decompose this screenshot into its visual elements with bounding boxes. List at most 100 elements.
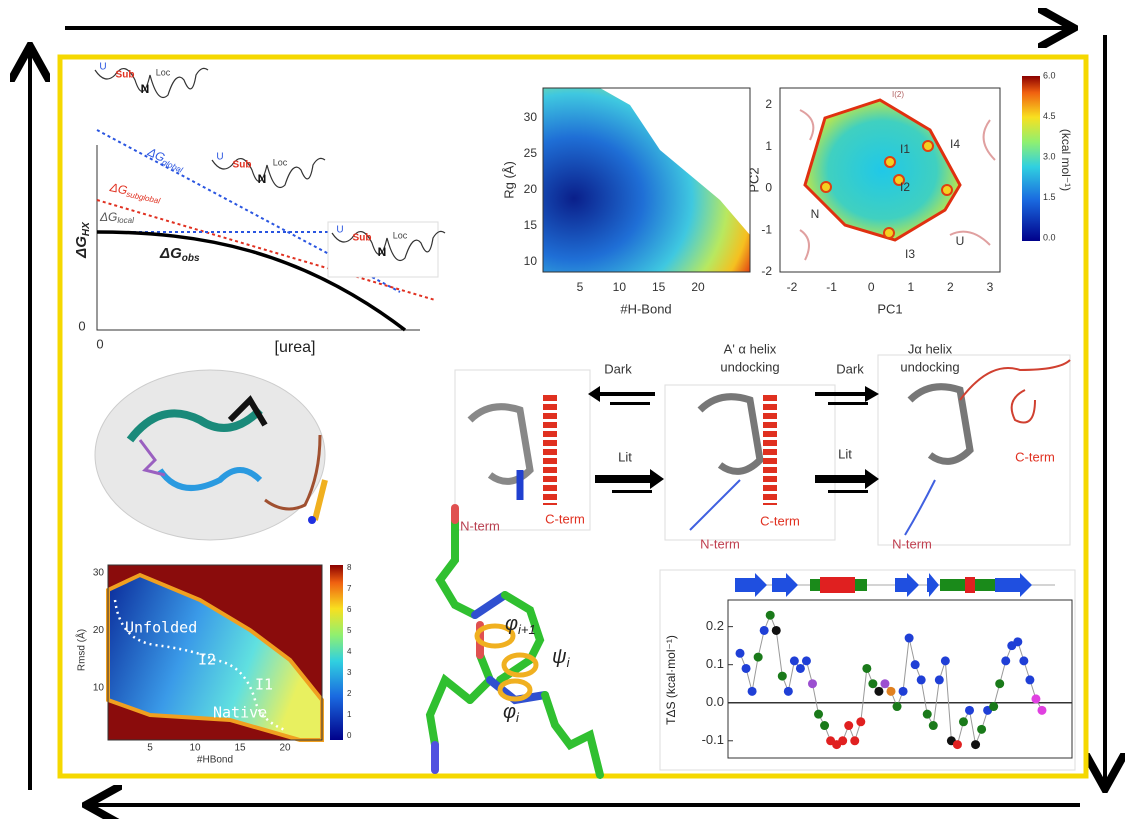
n-term: N-term bbox=[460, 518, 500, 533]
colorbar bbox=[1022, 76, 1040, 241]
point bbox=[868, 679, 877, 688]
x-zero: 0 bbox=[96, 336, 103, 351]
point bbox=[736, 649, 745, 658]
x-tick-label: 20 bbox=[279, 743, 291, 754]
landscape-state: Loc bbox=[273, 157, 288, 167]
state-label: U bbox=[956, 234, 965, 248]
y-tick-label: 20 bbox=[524, 182, 538, 196]
x-label: #HBond bbox=[197, 755, 233, 766]
step-title: A' α helix bbox=[724, 341, 777, 356]
x-label: #H-Bond bbox=[620, 301, 671, 316]
landscape-state: Sub bbox=[353, 233, 372, 244]
landscape-state: N bbox=[378, 245, 387, 259]
y-zero: 0 bbox=[78, 318, 85, 333]
arrow-label: Dark bbox=[604, 361, 632, 376]
point bbox=[953, 740, 962, 749]
state-label: I3 bbox=[905, 247, 915, 261]
point bbox=[850, 736, 859, 745]
point bbox=[941, 656, 950, 665]
curve-sub: local bbox=[117, 216, 134, 225]
y-label: PC2 bbox=[746, 167, 761, 192]
x-tick-label: 0 bbox=[868, 280, 875, 294]
y-tick-label: 30 bbox=[93, 568, 105, 579]
y-label: Rmsd (Å) bbox=[75, 629, 88, 671]
state-label: I(2) bbox=[892, 90, 904, 99]
n-term: N-term bbox=[700, 536, 740, 551]
protein-cartoon bbox=[95, 370, 325, 540]
x-tick-label: 1 bbox=[907, 280, 914, 294]
point bbox=[1037, 706, 1046, 715]
angle-main: φ bbox=[505, 613, 518, 635]
x-tick-label: 3 bbox=[987, 280, 994, 294]
arrow-label: Lit bbox=[618, 449, 632, 464]
landscape-state: U bbox=[336, 225, 343, 236]
x-tick-label: 10 bbox=[613, 280, 627, 294]
point bbox=[929, 721, 938, 730]
x-tick-label: 5 bbox=[147, 743, 153, 754]
y-tick-label: -1 bbox=[761, 222, 772, 236]
colorbar-tick: 5 bbox=[347, 626, 352, 635]
state-label: I4 bbox=[950, 137, 960, 151]
state-label: N bbox=[811, 207, 820, 221]
y-tick-label: 20 bbox=[93, 625, 105, 636]
point bbox=[995, 679, 1004, 688]
region-label: Native bbox=[213, 704, 267, 722]
angle-main: φ bbox=[503, 701, 516, 723]
colorbar bbox=[330, 565, 343, 740]
y-tick-label: 25 bbox=[524, 146, 538, 160]
y-tick-label: 0.1 bbox=[706, 656, 724, 671]
step-title: Jα helix bbox=[908, 341, 953, 356]
point bbox=[802, 656, 811, 665]
colorbar-tick: 6 bbox=[347, 605, 352, 614]
landscape-state: N bbox=[141, 82, 150, 96]
landscape-state: Sub bbox=[233, 160, 252, 171]
point bbox=[880, 679, 889, 688]
point bbox=[971, 740, 980, 749]
x-tick-label: 5 bbox=[577, 280, 584, 294]
n-term: N-term bbox=[892, 536, 932, 551]
point bbox=[748, 687, 757, 696]
curve-sub: obs bbox=[182, 253, 200, 264]
point bbox=[977, 725, 986, 734]
colorbar-tick: 4 bbox=[347, 647, 352, 656]
point bbox=[874, 687, 883, 696]
y-tick-label: -0.1 bbox=[702, 732, 724, 747]
landscape-state: Loc bbox=[393, 230, 408, 240]
x-tick-label: 15 bbox=[234, 743, 246, 754]
mechanism-panel: Dark Lit Dark Lit A' α helix undocking J… bbox=[455, 341, 1070, 551]
point bbox=[784, 687, 793, 696]
curve-main: ΔG bbox=[99, 210, 117, 224]
x-tick-label: 10 bbox=[189, 743, 201, 754]
point bbox=[766, 611, 775, 620]
point bbox=[838, 736, 847, 745]
point bbox=[790, 656, 799, 665]
point bbox=[862, 664, 871, 673]
point bbox=[844, 721, 853, 730]
barrel bbox=[95, 370, 325, 540]
point bbox=[760, 626, 769, 635]
colorbar-tick: 3 bbox=[347, 668, 352, 677]
point bbox=[893, 702, 902, 711]
x-tick-label: -1 bbox=[826, 280, 837, 294]
arrow-label: Lit bbox=[838, 446, 852, 461]
y-tick-label: 0 bbox=[765, 181, 772, 195]
point bbox=[959, 717, 968, 726]
y-tick-label: 10 bbox=[524, 254, 538, 268]
c-term: C-term bbox=[545, 511, 585, 526]
point bbox=[911, 660, 920, 669]
region-label: I1 bbox=[255, 676, 273, 694]
point bbox=[905, 634, 914, 643]
angle-sub: i+1 bbox=[518, 622, 536, 637]
point bbox=[772, 626, 781, 635]
colorbar-tick: 2 bbox=[347, 689, 352, 698]
c-term: C-term bbox=[760, 513, 800, 528]
colorbar-tick: 7 bbox=[347, 584, 352, 593]
step-title: undocking bbox=[720, 359, 779, 374]
point bbox=[917, 675, 926, 684]
y-tick-label: 6.0 bbox=[1043, 70, 1056, 80]
x-tick-label: 20 bbox=[691, 280, 705, 294]
landscape-state: Sub bbox=[116, 70, 135, 81]
c-term: C-term bbox=[1015, 449, 1055, 464]
point bbox=[923, 710, 932, 719]
y-tick-label: -2 bbox=[761, 264, 772, 278]
